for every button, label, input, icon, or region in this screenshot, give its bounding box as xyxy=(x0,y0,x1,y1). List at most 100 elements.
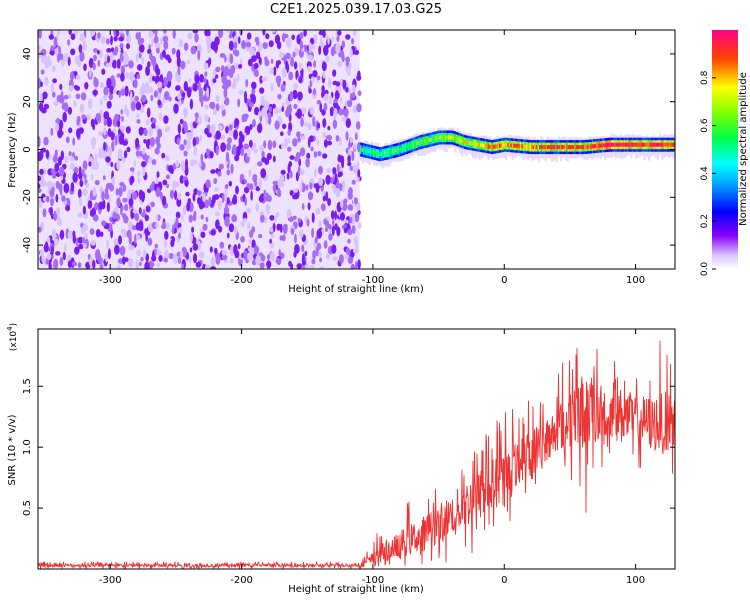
spectrogram-y-axis-label: Frequency (Hz) xyxy=(7,112,18,188)
noise-speckle xyxy=(212,69,216,78)
noise-speckle xyxy=(97,32,101,39)
noise-speckle xyxy=(311,212,315,223)
noise-speckle xyxy=(323,218,327,225)
signal-band-core xyxy=(489,144,492,149)
noise-speckle xyxy=(142,226,146,236)
noise-speckle xyxy=(162,179,168,186)
noise-speckle xyxy=(322,30,326,38)
signal-band-core xyxy=(415,141,418,146)
noise-speckle xyxy=(109,85,114,95)
noise-speckle xyxy=(297,137,301,143)
noise-speckle xyxy=(241,134,245,142)
noise-speckle xyxy=(301,135,306,140)
noise-speckle xyxy=(331,219,335,226)
signal-band-core xyxy=(478,142,480,147)
noise-speckle xyxy=(234,118,240,127)
signal-band-core xyxy=(590,144,592,149)
noise-speckle xyxy=(229,245,234,256)
signal-band-core xyxy=(433,136,436,141)
noise-speckle xyxy=(204,71,208,77)
noise-speckle xyxy=(148,86,154,94)
noise-speckle xyxy=(135,150,140,157)
noise-speckle xyxy=(139,261,142,267)
noise-speckle xyxy=(246,32,252,40)
noise-speckle xyxy=(262,30,266,36)
noise-speckle xyxy=(332,69,337,77)
noise-speckle xyxy=(229,53,234,65)
noise-speckle xyxy=(187,32,193,40)
noise-speckle xyxy=(226,169,231,176)
noise-speckle xyxy=(294,244,300,254)
noise-speckle xyxy=(177,92,182,100)
noise-speckle xyxy=(176,74,182,83)
noise-speckle xyxy=(202,223,208,231)
noise-speckle xyxy=(304,250,308,257)
noise-speckle xyxy=(351,38,355,45)
noise-speckle xyxy=(93,48,98,53)
noise-speckle xyxy=(194,112,199,119)
noise-speckle xyxy=(63,94,69,100)
noise-speckle xyxy=(112,59,118,69)
noise-speckle xyxy=(203,62,209,70)
noise-speckle xyxy=(147,61,151,68)
noise-speckle xyxy=(125,30,129,36)
signal-band-core xyxy=(379,152,381,157)
noise-speckle xyxy=(130,101,136,112)
noise-speckle xyxy=(77,60,82,68)
noise-speckle xyxy=(354,197,358,205)
noise-speckle xyxy=(320,203,326,212)
signal-band-core xyxy=(393,148,396,153)
noise-speckle xyxy=(254,180,258,187)
noise-speckle xyxy=(64,155,69,163)
signal-band-core xyxy=(566,145,568,150)
noise-speckle xyxy=(227,137,232,144)
noise-speckle xyxy=(319,102,323,113)
noise-speckle xyxy=(323,45,329,56)
noise-speckle xyxy=(316,138,320,146)
noise-speckle xyxy=(110,161,114,168)
noise-speckle xyxy=(218,163,224,170)
noise-speckle xyxy=(68,30,72,35)
signal-band-core xyxy=(372,150,375,155)
signal-band-core xyxy=(550,145,552,150)
noise-speckle xyxy=(156,81,163,88)
noise-speckle xyxy=(297,91,303,101)
noise-speckle xyxy=(78,243,84,250)
noise-speckle xyxy=(106,239,109,249)
noise-speckle xyxy=(355,121,361,130)
noise-speckle xyxy=(343,198,348,204)
noise-speckle xyxy=(246,147,251,158)
noise-speckle xyxy=(322,61,327,71)
noise-speckle xyxy=(133,79,138,89)
noise-speckle xyxy=(123,150,128,159)
noise-speckle xyxy=(83,63,87,72)
signal-band-core xyxy=(596,143,599,148)
noise-speckle xyxy=(341,40,345,49)
noise-speckle xyxy=(272,180,279,185)
signal-band-core xyxy=(467,140,469,145)
noise-speckle xyxy=(208,57,212,66)
signal-band-core xyxy=(380,152,383,156)
noise-speckle xyxy=(98,48,103,59)
signal-band-core xyxy=(399,147,402,152)
noise-speckle xyxy=(342,79,347,90)
noise-speckle xyxy=(348,142,352,148)
noise-speckle xyxy=(251,226,256,233)
noise-speckle xyxy=(223,87,228,99)
noise-speckle xyxy=(176,56,181,68)
noise-speckle xyxy=(156,262,161,268)
signal-band-core xyxy=(508,143,511,148)
noise-speckle xyxy=(42,208,47,218)
noise-speckle xyxy=(345,34,351,40)
noise-speckle xyxy=(112,89,117,94)
noise-speckle xyxy=(292,138,298,147)
signal-band-core xyxy=(449,135,452,140)
signal-band-core xyxy=(563,145,565,150)
noise-speckle xyxy=(297,217,301,224)
signal-band-core xyxy=(540,145,543,150)
noise-speckle xyxy=(231,196,238,205)
noise-speckle xyxy=(189,98,194,110)
noise-speckle xyxy=(61,195,66,202)
noise-speckle xyxy=(274,214,277,223)
signal-band-core xyxy=(515,143,517,148)
